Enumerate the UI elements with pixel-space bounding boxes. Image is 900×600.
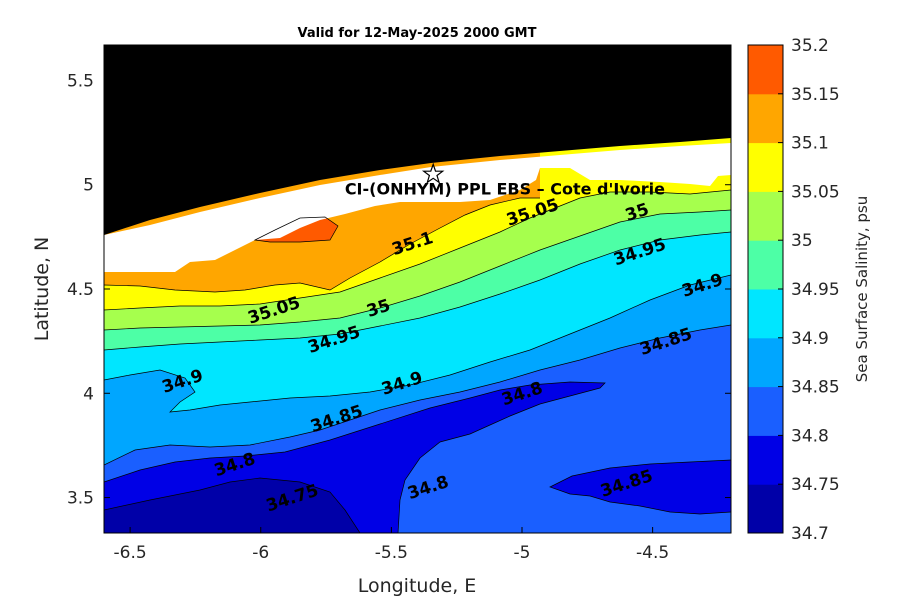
colorbar-tick-label: 35.1 bbox=[791, 134, 829, 154]
y-tick-label: 3.5 bbox=[67, 489, 94, 509]
x-tick-label: -6.5 bbox=[114, 543, 147, 563]
colorbar-tick-label: 34.85 bbox=[791, 378, 840, 398]
colorbar-segment bbox=[748, 142, 783, 192]
x-tick-label: -5.5 bbox=[375, 543, 408, 563]
colorbar-tick-label: 34.95 bbox=[791, 280, 840, 300]
x-axis-label: Longitude, E bbox=[358, 575, 477, 597]
colorbar: 34.7 34.75 34.8 34.85 34.9 34.95 35 35.05 35.1 35… bbox=[747, 36, 840, 544]
x-tick-label: -5 bbox=[514, 543, 531, 563]
y-tick-label: 5 bbox=[83, 176, 94, 196]
contour-lines bbox=[104, 189, 731, 533]
colorbar-tick-label: 34.8 bbox=[791, 426, 829, 446]
colorbar-tick-label: 34.7 bbox=[791, 524, 829, 544]
station-label: CI-(ONHYM) PPL EBS – Cote d'Ivorie bbox=[345, 179, 665, 198]
colorbar-tick-label: 35.2 bbox=[791, 36, 829, 56]
land-mass bbox=[104, 45, 731, 235]
colorbar-segment bbox=[748, 289, 783, 339]
colorbar-segment bbox=[748, 337, 783, 388]
colorbar-segment bbox=[748, 435, 783, 485]
chart-title: Valid for 12-May-2025 2000 GMT bbox=[298, 26, 537, 41]
colorbar-segment bbox=[748, 484, 783, 534]
y-axis-label: Latitude, N bbox=[31, 237, 53, 342]
y-tick-label: 4.5 bbox=[67, 280, 94, 300]
nodata-strip bbox=[104, 143, 731, 272]
colorbar-segment bbox=[748, 45, 783, 95]
colorbar-tick-label: 34.9 bbox=[791, 329, 829, 349]
colorbar-tick-label: 35.05 bbox=[791, 182, 840, 202]
colorbar-segment bbox=[748, 93, 783, 144]
colorbar-segment bbox=[748, 240, 783, 290]
y-tick-label: 4 bbox=[83, 384, 94, 404]
colorbar-tick-label: 34.75 bbox=[791, 475, 840, 495]
station-star-icon bbox=[421, 162, 445, 184]
colorbar-tick-label: 35.15 bbox=[791, 85, 840, 105]
colorbar-label: Sea Surface Salinity, psu bbox=[853, 196, 871, 382]
colorbar-segment bbox=[748, 386, 783, 436]
x-tick-label: -4.5 bbox=[636, 543, 669, 563]
x-tick-label: -6 bbox=[252, 543, 269, 563]
colorbar-segment bbox=[748, 191, 783, 241]
y-axis: 3.5 4 4.5 5 5.5 bbox=[67, 71, 731, 509]
y-tick-label: 5.5 bbox=[67, 71, 94, 91]
colorbar-tick-label: 35 bbox=[791, 231, 813, 251]
x-axis: -6.5 -6 -5.5 -5 -4.5 bbox=[114, 45, 669, 563]
